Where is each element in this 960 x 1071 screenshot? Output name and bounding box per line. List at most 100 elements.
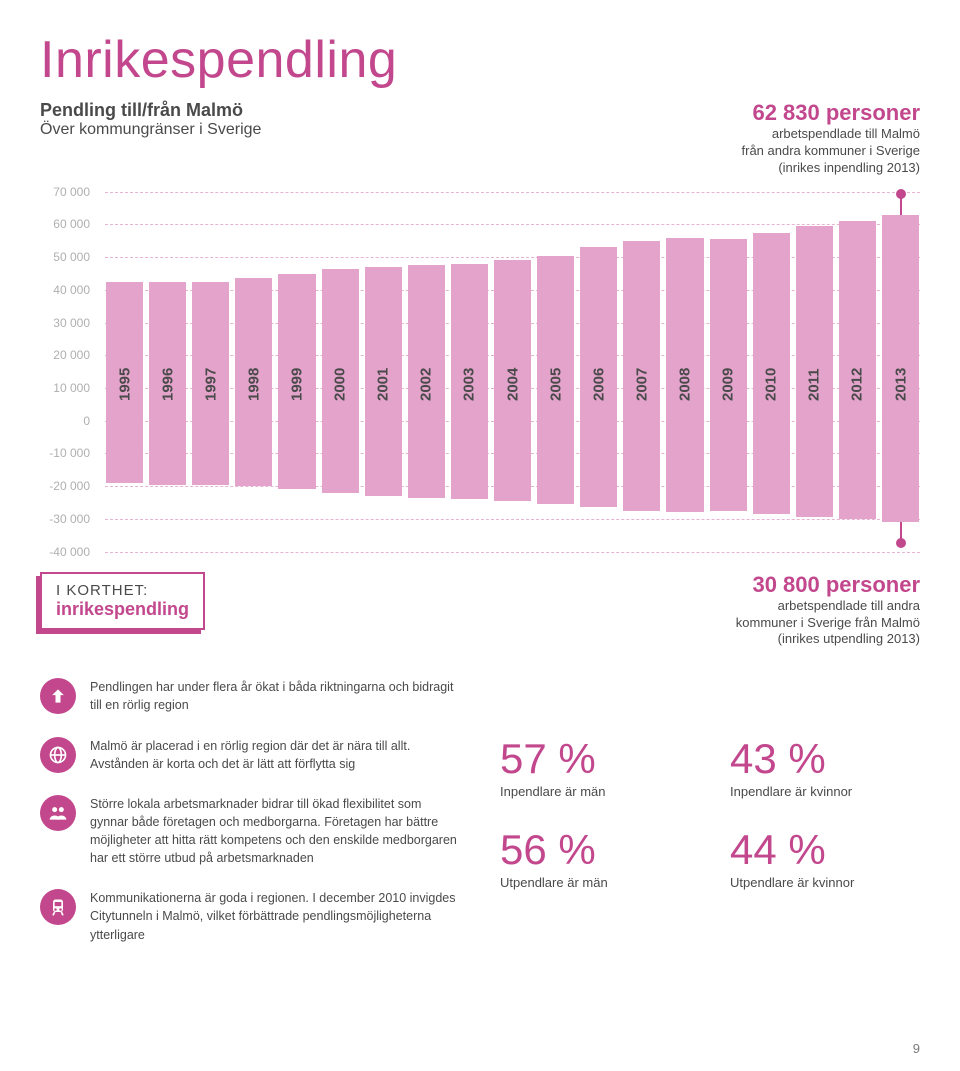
bar-negative (882, 421, 919, 522)
bar-column: 2012 (838, 192, 877, 552)
y-axis-label: -10 000 (49, 446, 90, 460)
bullet-text: Större lokala arbetsmarknader bidrar til… (90, 795, 460, 868)
bar-negative (235, 421, 272, 486)
bar-column: 2011 (795, 192, 834, 552)
y-axis-label: 10 000 (53, 381, 90, 395)
stat-value: 56 % (500, 829, 690, 871)
year-label: 2007 (633, 368, 650, 401)
y-axis-label: -30 000 (49, 512, 90, 526)
stat-item: 44 %Utpendlare är kvinnor (730, 829, 920, 890)
bar-negative (537, 421, 574, 504)
summary-word: inrikespendling (56, 599, 189, 620)
stat-item: 43 % Inpendlare är kvinnor (730, 738, 920, 799)
year-label: 1997 (202, 368, 219, 401)
year-label: 2013 (892, 368, 909, 401)
bullet-text: Pendlingen har under flera år ökat i båd… (90, 678, 460, 714)
y-axis-label: 0 (83, 414, 90, 428)
year-label: 2010 (763, 368, 780, 401)
y-axis-label: 20 000 (53, 348, 90, 362)
year-label: 2006 (590, 368, 607, 401)
chart-subtitle: Pendling till/från Malmö (40, 100, 261, 121)
y-axis-label: -20 000 (49, 479, 90, 493)
year-label: 2000 (332, 368, 349, 401)
callout-line: från andra kommuner i Sverige (742, 143, 920, 160)
globe-icon (40, 737, 76, 773)
callout-line: kommuner i Sverige från Malmö (736, 615, 920, 632)
bar-negative (494, 421, 531, 501)
year-label: 1998 (245, 368, 262, 401)
bar-negative (278, 421, 315, 490)
bar-negative (322, 421, 359, 493)
bullet-text: Kommunikationerna är goda i regionen. I … (90, 889, 460, 943)
chart-subtitle2: Över kommungränser i Sverige (40, 121, 261, 139)
year-label: 2011 (806, 369, 823, 402)
bar-negative (365, 421, 402, 496)
year-label: 1999 (288, 368, 305, 401)
year-label: 2012 (849, 368, 866, 401)
bar-column: 2003 (450, 192, 489, 552)
bar-negative (451, 421, 488, 500)
bar-negative (753, 421, 790, 514)
bar-negative (666, 421, 703, 513)
bullet-item: Pendlingen har under flera år ökat i båd… (40, 678, 460, 714)
year-label: 2005 (547, 368, 564, 401)
bar-column: 2007 (622, 192, 661, 552)
bar-negative (408, 421, 445, 498)
stat-value: 57 % (500, 738, 690, 780)
bar-column: 2010 (752, 192, 791, 552)
stat-label: Utpendlare är män (500, 875, 690, 890)
callout-line: arbetspendlade till Malmö (742, 126, 920, 143)
bar-column: 1998 (234, 192, 273, 552)
page-number: 9 (913, 1041, 920, 1056)
y-axis-label: 30 000 (53, 316, 90, 330)
bar-negative (106, 421, 143, 483)
year-label: 2001 (375, 368, 392, 401)
bullet-item: Kommunikationerna är goda i regionen. I … (40, 889, 460, 943)
callout-number: 30 800 personer (736, 572, 920, 598)
y-axis-label: 70 000 (53, 185, 90, 199)
bar-negative (580, 421, 617, 508)
year-label: 2009 (720, 368, 737, 401)
bullet-list: Pendlingen har under flera år ökat i båd… (40, 678, 460, 965)
bar-negative (623, 421, 660, 511)
page-title: Inrikespendling (40, 30, 920, 90)
callout-line: (inrikes inpendling 2013) (742, 160, 920, 177)
stat-item: 56 % Utpendlare är män (500, 829, 690, 890)
arrow-up-icon (40, 678, 76, 714)
bar-column: 2004 (493, 192, 532, 552)
callout-dot (896, 538, 906, 548)
bar-negative (839, 421, 876, 519)
stat-value: 43 % (730, 738, 920, 780)
bar-column: 1999 (277, 192, 316, 552)
bullet-text: Malmö är placerad i en rörlig region där… (90, 737, 460, 773)
year-label: 2008 (676, 368, 693, 401)
callout-number: 62 830 personer (742, 100, 920, 126)
stats-grid: 57 % Inpendlare är män 43 % Inpendlare är k… (500, 678, 920, 965)
summary-box: I KORTHET: inrikespendling (40, 572, 205, 630)
bar-column: 2000 (321, 192, 360, 552)
callout-inpendling: 62 830 personer arbetspendlade till Malm… (742, 100, 920, 177)
stat-label: Inpendlare är män (500, 784, 690, 799)
bar-column: 2008 (665, 192, 704, 552)
bar-column: 2001 (364, 192, 403, 552)
year-label: 1995 (116, 368, 133, 401)
bar-column: 2002 (407, 192, 446, 552)
gridline (105, 552, 920, 553)
callout-dot (896, 189, 906, 199)
stat-value: 44 % (730, 829, 920, 871)
callout-utpendling: 30 800 personer arbetspendlade till andr… (736, 572, 920, 649)
year-label: 2003 (461, 368, 478, 401)
y-axis-label: 40 000 (53, 283, 90, 297)
bar-column: 2009 (709, 192, 748, 552)
year-label: 1996 (159, 368, 176, 401)
stat-label: Inpendlare är kvinnor (730, 784, 920, 799)
bullet-item: Malmö är placerad i en rörlig region där… (40, 737, 460, 773)
bullet-item: Större lokala arbetsmarknader bidrar til… (40, 795, 460, 868)
bar-negative (796, 421, 833, 518)
bar-column: 1995 (105, 192, 144, 552)
year-label: 2002 (418, 368, 435, 401)
y-axis-label: 50 000 (53, 250, 90, 264)
people-icon (40, 795, 76, 831)
bar-column: 2013 (881, 192, 920, 552)
bar-negative (710, 421, 747, 511)
